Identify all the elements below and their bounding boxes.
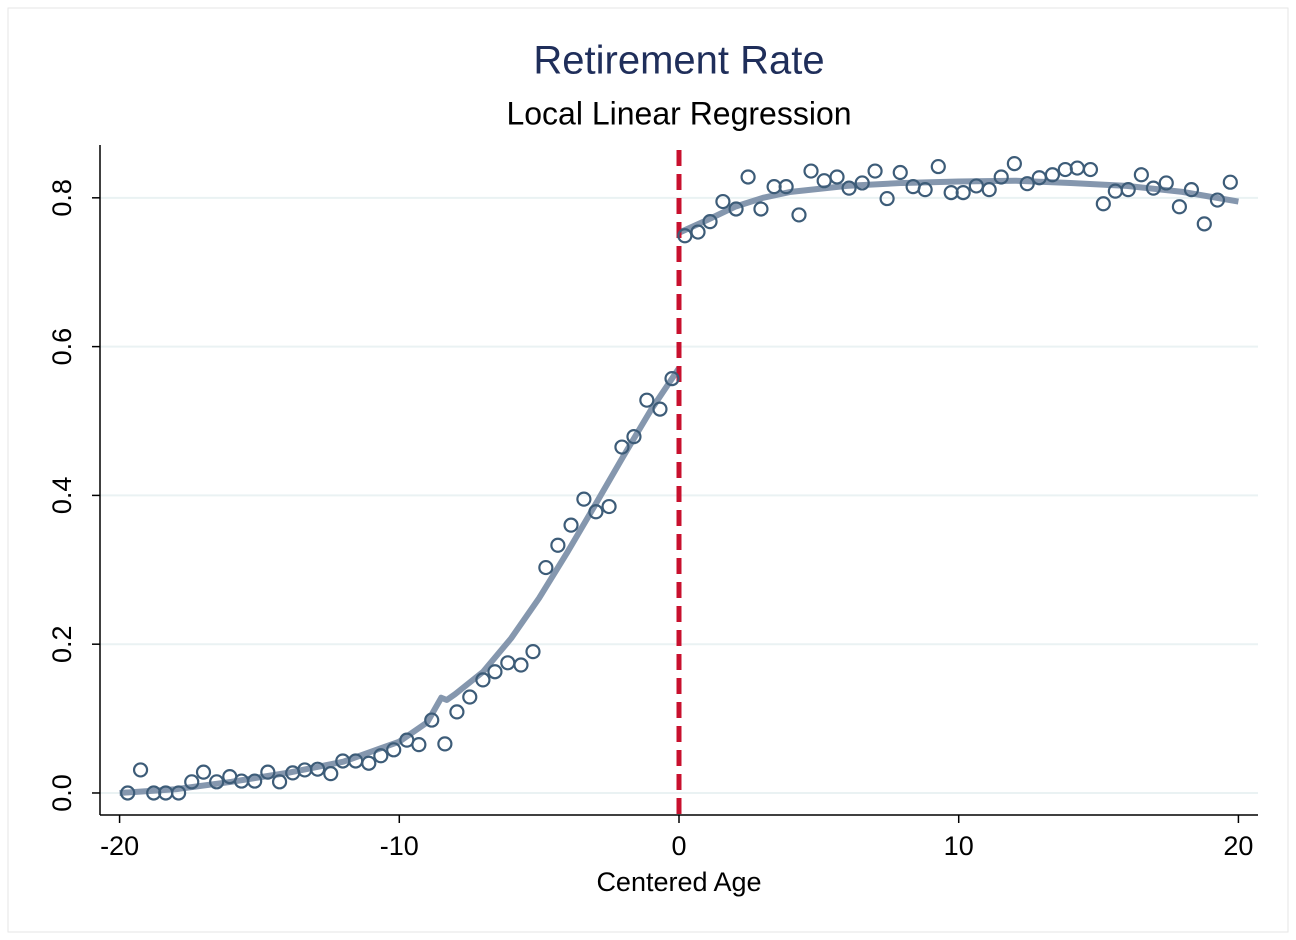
scatter-point: [601, 498, 617, 515]
scatter-point: [1209, 192, 1226, 208]
scatter-point: [132, 762, 149, 778]
scatter-point: [1120, 182, 1136, 198]
x-tick-label: 10: [944, 831, 974, 861]
scatter-point: [917, 182, 933, 198]
scatter-point: [892, 164, 908, 181]
scatter-point: [170, 785, 187, 801]
scatter-point: [437, 736, 453, 752]
scatter-point: [955, 185, 971, 201]
scatter-point: [576, 491, 592, 507]
scatter-point: [1133, 167, 1149, 183]
scatter-point: [449, 704, 465, 720]
y-tick-label: 0.6: [47, 328, 77, 366]
scatter-point: [690, 224, 706, 240]
scatter-point: [475, 672, 491, 688]
scatter-point: [386, 742, 402, 758]
scatter-point: [462, 689, 478, 705]
scatter-point: [1006, 155, 1022, 172]
scatter-point: [247, 773, 263, 789]
scatter-point: [740, 169, 756, 185]
scatter-point: [271, 774, 288, 790]
scatter-point: [1019, 176, 1035, 192]
x-axis-label: Centered Age: [596, 867, 761, 897]
scatter-point: [588, 504, 604, 520]
scatter-point: [778, 179, 794, 195]
scatter-point: [981, 182, 997, 198]
scatter-point: [120, 785, 136, 801]
chart-subtitle: Local Linear Regression: [506, 95, 851, 131]
scatter-point: [791, 207, 807, 223]
fit-line: [677, 177, 1239, 236]
scatter-point: [1183, 182, 1200, 198]
scatter-point: [614, 439, 630, 455]
scatter-point: [1196, 216, 1212, 232]
scatter-point: [563, 517, 579, 533]
y-tick-label: 0.2: [47, 625, 77, 663]
scatter-point: [1082, 161, 1099, 178]
scatter-point: [260, 764, 276, 780]
scatter-point: [513, 657, 529, 673]
scatter-point: [829, 169, 845, 185]
scatter-point: [803, 163, 819, 179]
x-tick-label: 0: [671, 831, 686, 861]
scatter-point: [487, 664, 503, 680]
scatter-point: [867, 163, 883, 179]
scatter-point: [538, 559, 554, 576]
y-tick-label: 0.0: [47, 774, 77, 812]
x-tick-label: -10: [380, 831, 419, 861]
scatter-point: [930, 158, 946, 175]
scatter-point: [1171, 199, 1188, 215]
y-tick-label: 0.8: [47, 179, 77, 217]
scatter-point: [993, 169, 1009, 185]
scatter-point: [753, 201, 769, 217]
scatter-point: [411, 737, 427, 753]
scatter-point: [1222, 174, 1238, 190]
scatter-point: [715, 193, 731, 210]
x-tick-label: -20: [100, 831, 139, 861]
scatter-point: [195, 764, 212, 780]
scatter-point: [1158, 175, 1174, 191]
scatter-point: [184, 774, 200, 790]
scatter-point: [361, 755, 377, 771]
scatter-point: [879, 190, 895, 207]
scatter-point: [1145, 180, 1161, 196]
scatter-point: [841, 180, 857, 196]
scatter-point: [626, 429, 642, 445]
scatter-point: [652, 401, 668, 417]
scatter-point: [209, 774, 225, 790]
scatter-point: [373, 748, 389, 764]
y-tick-label: 0.4: [47, 477, 77, 515]
chart-title: Retirement Rate: [533, 39, 824, 83]
scatter-point: [424, 712, 440, 728]
scatter-point: [664, 370, 680, 387]
x-tick-label: 20: [1223, 831, 1253, 861]
scatter-point: [323, 766, 339, 782]
scatter-point: [728, 201, 744, 217]
scatter-point: [854, 175, 870, 191]
scatter-point: [1044, 167, 1061, 183]
scatter-point: [1095, 196, 1111, 212]
scatter-point: [677, 228, 693, 244]
scatter-point: [310, 761, 326, 777]
scatter-point: [525, 644, 541, 660]
scatter-point: [702, 214, 718, 230]
scatter-point: [550, 537, 566, 553]
scatter-point: [639, 392, 655, 408]
